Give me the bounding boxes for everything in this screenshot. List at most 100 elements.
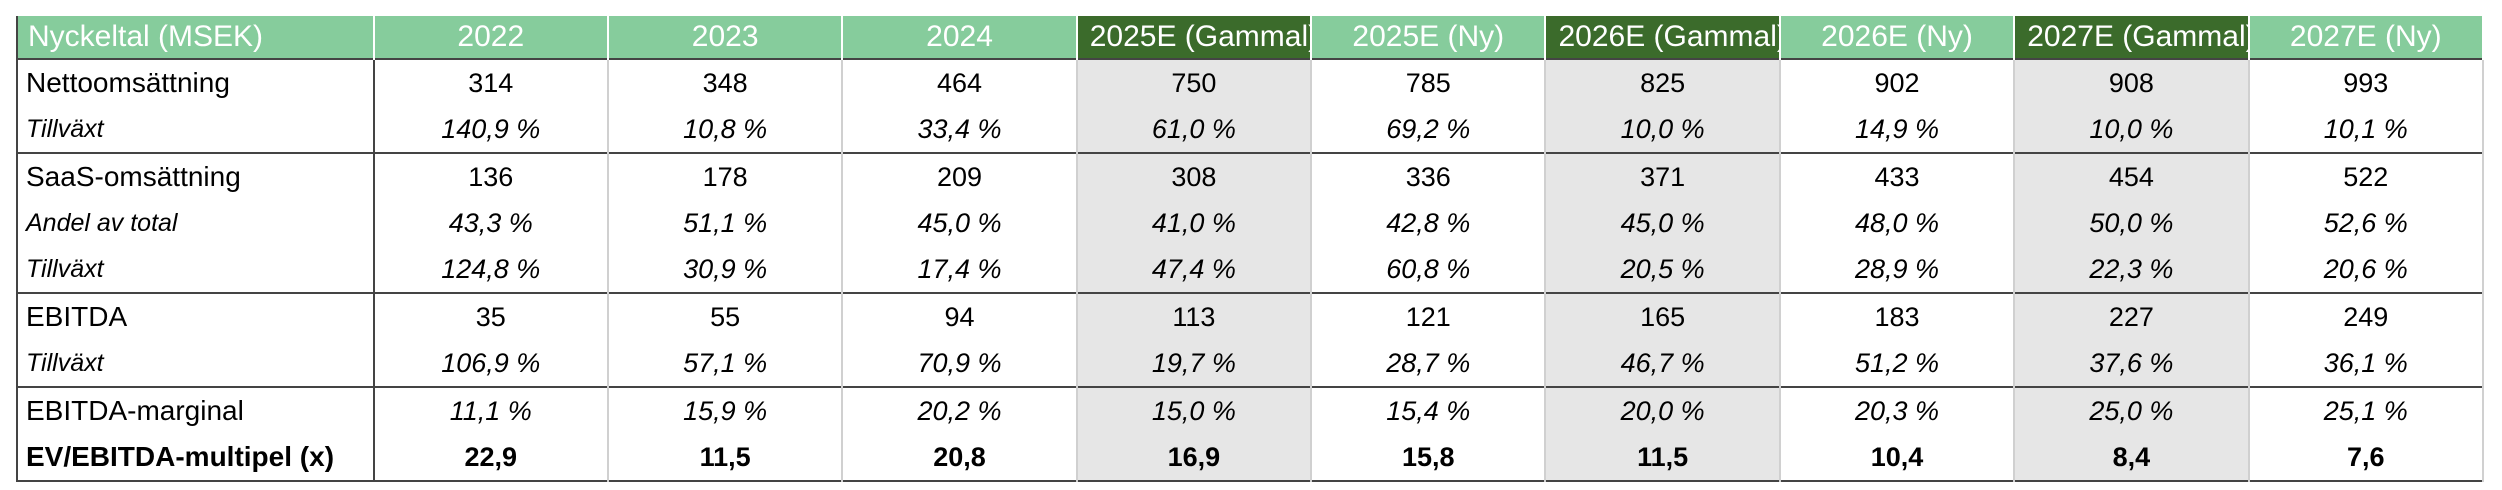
- value-cell: 61,0 %: [1076, 106, 1313, 153]
- value-cell: 70,9 %: [842, 340, 1078, 387]
- value-cell: 178: [607, 152, 844, 200]
- value-cell: 165: [1545, 292, 1781, 340]
- value-cell: 209: [842, 152, 1078, 200]
- value-cell: 902: [1779, 58, 2016, 106]
- value-cell: 10,4: [1779, 434, 2016, 481]
- value-cell: 10,0 %: [2014, 106, 2250, 153]
- value-cell: 28,7 %: [1311, 340, 1547, 387]
- kpi-table: Nyckeltal (MSEK) 2022 2023 2024 2025E (Gamma…: [16, 16, 2485, 482]
- value-cell: 15,8: [1311, 434, 1547, 481]
- value-cell: 908: [2014, 58, 2250, 106]
- value-cell: 183: [1779, 292, 2016, 340]
- row-label: EBITDA-marginal: [17, 386, 375, 434]
- value-cell: 41,0 %: [1076, 200, 1313, 246]
- value-cell: 11,5: [1545, 434, 1781, 481]
- value-cell: 36,1 %: [2248, 340, 2485, 387]
- header-cell-period: 2024: [842, 16, 1078, 59]
- value-cell: 20,3 %: [1779, 386, 2016, 434]
- value-cell: 19,7 %: [1076, 340, 1313, 387]
- value-cell: 20,6 %: [2248, 246, 2485, 293]
- table-row: EBITDA 35 55 94 113 121 165 183 227 249: [17, 292, 2485, 340]
- table-row: SaaS-omsättning 136 178 209 308 336 371 433 454 5…: [17, 152, 2485, 200]
- value-cell: 48,0 %: [1779, 200, 2016, 246]
- value-cell: 20,2 %: [842, 386, 1078, 434]
- table-row: Tillväxt 106,9 % 57,1 % 70,9 % 19,7 % 28,7 % 4…: [17, 340, 2485, 387]
- value-cell: 140,9 %: [373, 106, 609, 153]
- value-cell: 785: [1311, 58, 1547, 106]
- header-cell-metric: Nyckeltal (MSEK): [17, 16, 375, 59]
- value-cell: 52,6 %: [2248, 200, 2485, 246]
- value-cell: 69,2 %: [1311, 106, 1547, 153]
- value-cell: 454: [2014, 152, 2250, 200]
- header-cell-period: 2023: [607, 16, 844, 59]
- value-cell: 25,0 %: [2014, 386, 2250, 434]
- value-cell: 433: [1779, 152, 2016, 200]
- value-cell: 8,4: [2014, 434, 2250, 481]
- value-cell: 45,0 %: [1545, 200, 1781, 246]
- header-row: Nyckeltal (MSEK) 2022 2023 2024 2025E (Gamma…: [17, 16, 2485, 59]
- value-cell: 43,3 %: [373, 200, 609, 246]
- value-cell: 11,1 %: [373, 386, 609, 434]
- value-cell: 22,3 %: [2014, 246, 2250, 293]
- value-cell: 51,2 %: [1779, 340, 2016, 387]
- value-cell: 124,8 %: [373, 246, 609, 293]
- header-cell-period: 2026E (Ny): [1779, 16, 2016, 59]
- value-cell: 227: [2014, 292, 2250, 340]
- table-body: Nettoomsättning 314 348 464 750 785 825 902 908 9…: [17, 58, 2485, 481]
- table-row: Andel av total 43,3 % 51,1 % 45,0 % 41,0 % 42…: [17, 200, 2485, 246]
- value-cell: 750: [1076, 58, 1313, 106]
- value-cell: 15,9 %: [607, 386, 844, 434]
- value-cell: 55: [607, 292, 844, 340]
- value-cell: 336: [1311, 152, 1547, 200]
- value-cell: 57,1 %: [607, 340, 844, 387]
- value-cell: 15,0 %: [1076, 386, 1313, 434]
- value-cell: 30,9 %: [607, 246, 844, 293]
- kpi-table-container: Nyckeltal (MSEK) 2022 2023 2024 2025E (Gamma…: [16, 16, 2485, 482]
- value-cell: 50,0 %: [2014, 200, 2250, 246]
- row-label: EBITDA: [17, 292, 375, 340]
- value-cell: 10,0 %: [1545, 106, 1781, 153]
- value-cell: 20,5 %: [1545, 246, 1781, 293]
- value-cell: 136: [373, 152, 609, 200]
- header-cell-period: 2025E (Gammal): [1076, 16, 1313, 59]
- value-cell: 825: [1545, 58, 1781, 106]
- row-label: Nettoomsättning: [17, 58, 375, 106]
- value-cell: 371: [1545, 152, 1781, 200]
- row-label: SaaS-omsättning: [17, 152, 375, 200]
- value-cell: 993: [2248, 58, 2485, 106]
- value-cell: 35: [373, 292, 609, 340]
- row-label: Andel av total: [17, 200, 375, 246]
- value-cell: 113: [1076, 292, 1313, 340]
- value-cell: 60,8 %: [1311, 246, 1547, 293]
- value-cell: 45,0 %: [842, 200, 1078, 246]
- table-row: EV/EBITDA-multipel (x) 22,9 11,5 20,8 16,9 15…: [17, 434, 2485, 481]
- value-cell: 348: [607, 58, 844, 106]
- table-row: EBITDA-marginal 11,1 % 15,9 % 20,2 % 15,0 % 1…: [17, 386, 2485, 434]
- value-cell: 14,9 %: [1779, 106, 2016, 153]
- table-row: Tillväxt 124,8 % 30,9 % 17,4 % 47,4 % 60,8 % 2…: [17, 246, 2485, 293]
- row-label: Tillväxt: [17, 246, 375, 293]
- value-cell: 51,1 %: [607, 200, 844, 246]
- value-cell: 308: [1076, 152, 1313, 200]
- value-cell: 20,0 %: [1545, 386, 1781, 434]
- value-cell: 249: [2248, 292, 2485, 340]
- row-label: Tillväxt: [17, 340, 375, 387]
- header-cell-period: 2025E (Ny): [1311, 16, 1547, 59]
- value-cell: 37,6 %: [2014, 340, 2250, 387]
- value-cell: 42,8 %: [1311, 200, 1547, 246]
- value-cell: 11,5: [607, 434, 844, 481]
- header-cell-period: 2022: [373, 16, 609, 59]
- value-cell: 33,4 %: [842, 106, 1078, 153]
- value-cell: 20,8: [842, 434, 1078, 481]
- value-cell: 121: [1311, 292, 1547, 340]
- value-cell: 10,1 %: [2248, 106, 2485, 153]
- value-cell: 47,4 %: [1076, 246, 1313, 293]
- value-cell: 464: [842, 58, 1078, 106]
- value-cell: 22,9: [373, 434, 609, 481]
- value-cell: 28,9 %: [1779, 246, 2016, 293]
- value-cell: 522: [2248, 152, 2485, 200]
- header-cell-period: 2027E (Ny): [2248, 16, 2485, 59]
- table-row: Nettoomsättning 314 348 464 750 785 825 902 908 9…: [17, 58, 2485, 106]
- table-row: Tillväxt 140,9 % 10,8 % 33,4 % 61,0 % 69,2 % 1…: [17, 106, 2485, 153]
- value-cell: 46,7 %: [1545, 340, 1781, 387]
